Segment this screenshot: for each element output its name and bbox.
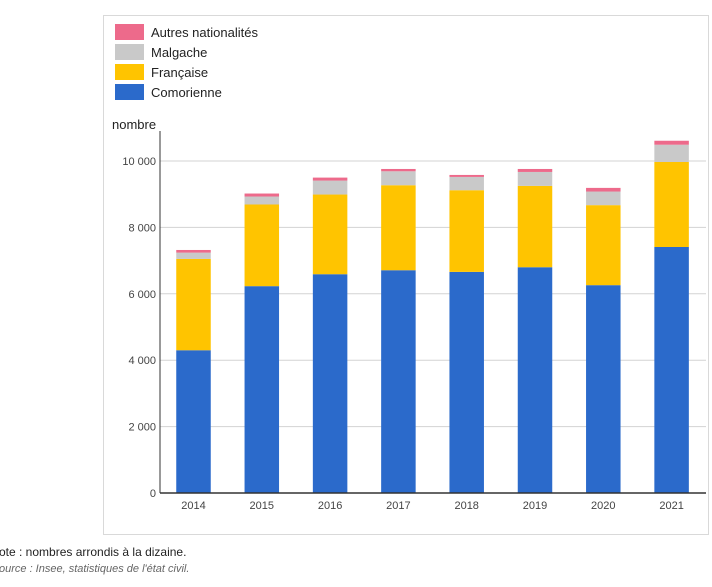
bar-autres-nationalites-2021 xyxy=(654,140,689,145)
bar-malgache-2018 xyxy=(449,176,484,191)
bar-malgache-2019 xyxy=(517,171,553,186)
bar-francaise-2018 xyxy=(449,190,484,272)
legend-label-francaise: Française xyxy=(151,65,208,80)
bar-francaise-2020 xyxy=(586,205,621,286)
bar-autres-nationalites-2016 xyxy=(312,177,348,181)
legend-swatch-francaise xyxy=(115,64,144,80)
y-tick-labels: 0 2 000 4 000 6 000 8 000 10 000 xyxy=(122,156,156,500)
bar-francaise-2019 xyxy=(517,185,553,268)
y-axis-label: nombre xyxy=(112,117,156,132)
bar-autres-nationalites-2020 xyxy=(586,187,621,192)
source-note: ource : Insee, statistiques de l'état ci… xyxy=(0,563,190,575)
footnote: ote : nombres arrondis à la dizaine. xyxy=(0,545,187,559)
bar-francaise-2016 xyxy=(312,194,348,275)
bar-francaise-2021 xyxy=(654,161,689,247)
legend-label-comorienne: Comorienne xyxy=(151,85,222,100)
legend-swatch-malgache xyxy=(115,44,144,60)
bar-francaise-2017 xyxy=(381,185,416,271)
x-tick-label: 2020 xyxy=(591,500,615,512)
bar-malgache-2015 xyxy=(244,196,280,205)
bar-comorienne-2018 xyxy=(449,271,484,493)
bar-comorienne-2016 xyxy=(312,274,348,493)
y-tick-label: 6 000 xyxy=(128,289,156,301)
legend-swatch-autres-nationalites xyxy=(115,24,144,40)
bar-comorienne-2020 xyxy=(586,285,621,493)
bar-comorienne-2015 xyxy=(244,286,280,493)
x-tick-label: 2021 xyxy=(659,500,683,512)
bar-autres-nationalites-2014 xyxy=(176,249,211,253)
x-tick-label: 2019 xyxy=(523,500,547,512)
bar-malgache-2014 xyxy=(176,252,211,259)
bar-autres-nationalites-2018 xyxy=(449,174,484,177)
bar-comorienne-2017 xyxy=(381,270,416,493)
x-tick-label: 2016 xyxy=(318,500,342,512)
bar-malgache-2017 xyxy=(381,171,416,186)
bar-autres-nationalites-2017 xyxy=(381,168,416,172)
bar-autres-nationalites-2019 xyxy=(517,168,553,172)
bar-malgache-2021 xyxy=(654,144,689,162)
y-tick-label: 0 xyxy=(150,488,156,500)
gridlines xyxy=(160,160,706,428)
y-tick-label: 2 000 xyxy=(128,422,156,434)
y-tick-label: 10 000 xyxy=(122,156,156,168)
bar-comorienne-2021 xyxy=(654,246,689,493)
bar-malgache-2016 xyxy=(312,180,348,195)
x-tick-label: 2017 xyxy=(386,500,410,512)
legend: Autres nationalités Malgache Française Como… xyxy=(115,24,258,100)
x-tick-label: 2014 xyxy=(181,500,205,512)
y-tick-label: 4 000 xyxy=(128,355,156,367)
legend-swatch-comorienne xyxy=(115,84,144,100)
bars xyxy=(176,140,689,493)
bar-malgache-2020 xyxy=(586,191,621,206)
x-tick-label: 2015 xyxy=(250,500,274,512)
x-tick-label: 2018 xyxy=(454,500,478,512)
y-tick-label: 8 000 xyxy=(128,222,156,234)
bar-comorienne-2019 xyxy=(517,267,553,493)
bar-francaise-2015 xyxy=(244,204,280,287)
legend-label-malgache: Malgache xyxy=(151,45,207,60)
legend-label-autres-nationalites: Autres nationalités xyxy=(151,25,258,40)
bar-autres-nationalites-2015 xyxy=(244,193,280,197)
bar-francaise-2014 xyxy=(176,258,211,351)
x-tick-labels: 2014 2015 2016 2017 2018 2019 2020 2021 xyxy=(181,500,684,512)
bar-comorienne-2014 xyxy=(176,350,211,493)
